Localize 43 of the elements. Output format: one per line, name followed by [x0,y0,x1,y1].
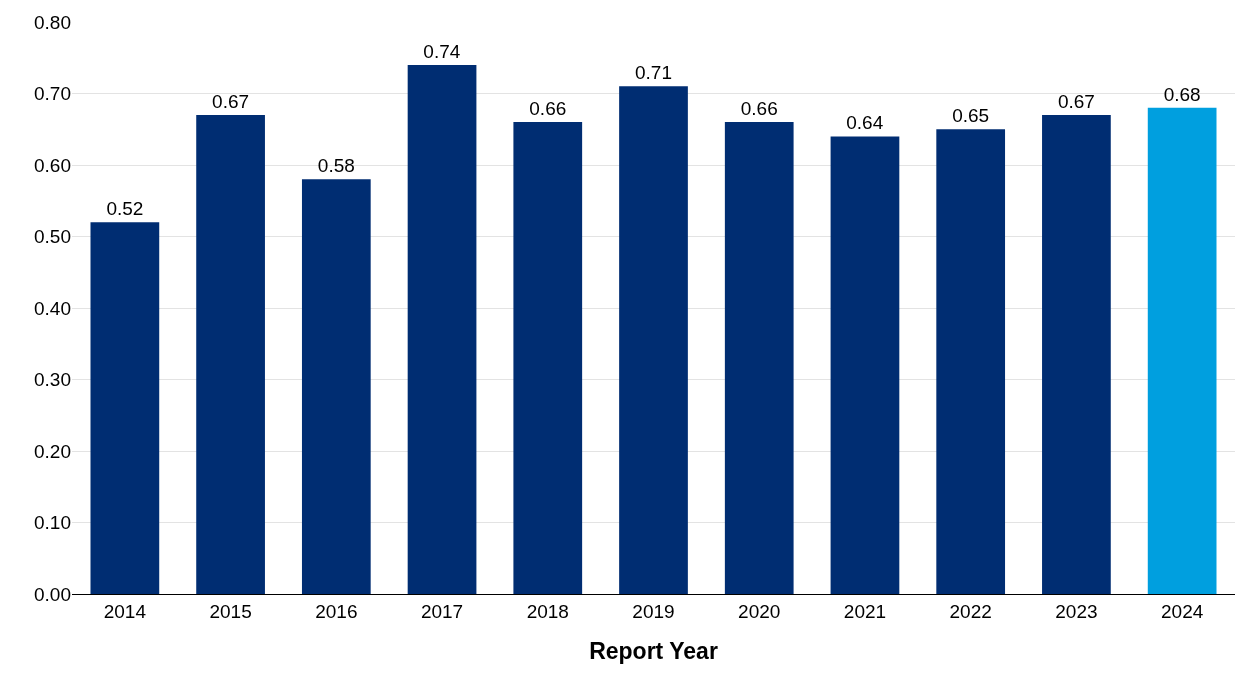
bar [936,129,1006,594]
x-tick-label: 2015 [209,600,252,622]
data-label: 0.71 [635,62,672,84]
bar [830,136,900,594]
bar [724,122,794,594]
bar [513,122,583,594]
data-label: 0.64 [846,112,884,134]
x-axis-title: Report Year [589,638,718,665]
y-tick-label: 0.00 [34,583,71,605]
x-tick-label: 2022 [949,600,992,622]
x-tick-label: 2024 [1161,600,1204,622]
data-label: 0.68 [1163,83,1201,105]
y-tick-label: 0.60 [34,154,71,176]
x-tick-label: 2020 [738,600,781,622]
bar [1147,107,1217,594]
y-tick-label: 0.10 [34,512,71,534]
y-tick-label: 0.70 [34,83,71,105]
data-label: 0.52 [106,198,144,220]
x-tick-label: 2019 [632,600,675,622]
x-tick-label: 2023 [1055,600,1098,622]
data-label: 0.66 [740,98,778,120]
data-label: 0.58 [317,155,355,177]
y-tick-label: 0.80 [34,11,71,33]
data-label: 0.74 [423,40,461,62]
y-tick-label: 0.30 [34,369,71,391]
bar [301,179,371,594]
bar [1042,114,1111,594]
y-tick-label: 0.20 [34,440,71,462]
data-label: 0.65 [952,105,990,127]
data-label: 0.67 [1057,90,1095,112]
bar [196,114,265,594]
bar [407,64,477,594]
y-tick-label: 0.40 [34,297,71,319]
x-tick-label: 2017 [420,600,464,622]
x-tick-label: 2021 [843,600,887,622]
data-label: 0.66 [529,98,567,120]
bar [90,222,160,594]
x-tick-label: 2018 [526,600,569,622]
data-label: 0.67 [212,90,250,112]
x-tick-label: 2016 [315,600,358,622]
x-tick-label: 2014 [103,600,147,622]
bar [619,86,688,594]
y-tick-label: 0.50 [34,226,71,248]
